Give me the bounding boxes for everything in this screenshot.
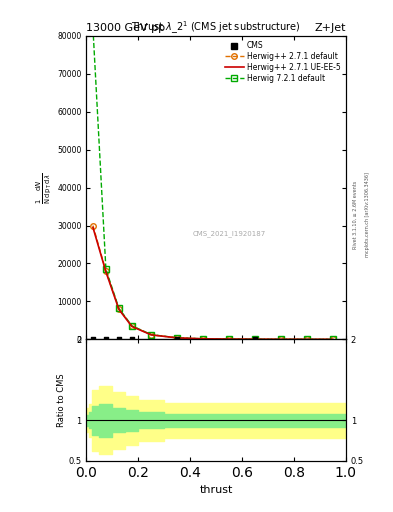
Point: [90, 335, 96, 344]
Point: [174, 335, 180, 344]
Text: mcplots.cern.ch [arXiv:1306.3436]: mcplots.cern.ch [arXiv:1306.3436]: [365, 173, 370, 258]
Point: [252, 335, 258, 344]
Title: Thrust $\lambda$_2$^1$ (CMS jet substructure): Thrust $\lambda$_2$^1$ (CMS jet substruc…: [131, 19, 301, 36]
Point: [103, 335, 109, 344]
Legend: CMS, Herwig++ 2.7.1 default, Herwig++ 2.7.1 UE-EE-5, Herwig 7.2.1 default: CMS, Herwig++ 2.7.1 default, Herwig++ 2.…: [223, 39, 342, 84]
Point: [116, 335, 122, 344]
Text: 13000 GeV pp: 13000 GeV pp: [86, 23, 165, 33]
Y-axis label: $\frac{1}{\mathrm{N}}\frac{\mathrm{d}N}{\mathrm{d}\,\mathrm{p_T}\,\mathrm{d}\,\l: $\frac{1}{\mathrm{N}}\frac{\mathrm{d}N}{…: [35, 172, 55, 204]
Text: Z+Jet: Z+Jet: [314, 23, 346, 33]
Text: Rivet 3.1.10, ≥ 2.6M events: Rivet 3.1.10, ≥ 2.6M events: [353, 181, 358, 249]
Point: [129, 335, 135, 344]
X-axis label: thrust: thrust: [200, 485, 233, 495]
Text: CMS_2021_I1920187: CMS_2021_I1920187: [193, 230, 266, 237]
Y-axis label: Ratio to CMS: Ratio to CMS: [57, 373, 66, 427]
